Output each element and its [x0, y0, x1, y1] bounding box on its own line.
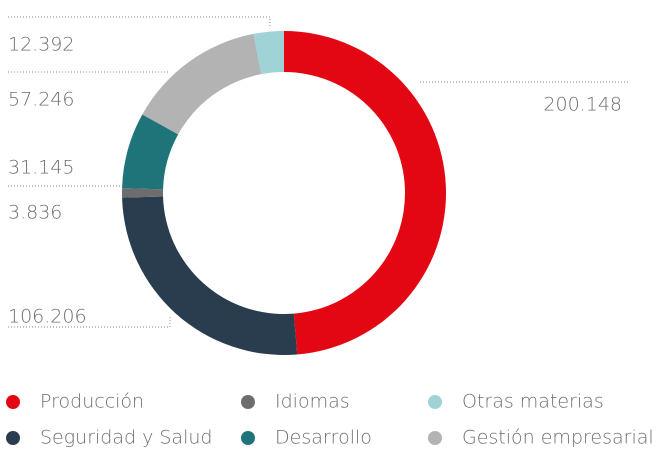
data-label: 106.206 [8, 306, 87, 328]
donut-slice [253, 31, 284, 75]
legend-swatch [241, 431, 255, 445]
legend-swatch [6, 395, 20, 409]
data-label: 57.246 [8, 89, 74, 111]
legend-label: Idiomas [275, 391, 350, 413]
data-label: 3.836 [8, 202, 62, 224]
data-label: 200.148 [543, 94, 622, 116]
leader-lines [8, 16, 628, 328]
donut-slice [284, 31, 447, 355]
donut-slice [122, 114, 179, 190]
data-label: 12.392 [8, 34, 74, 56]
legend-label: Seguridad y Salud [40, 427, 212, 449]
legend-swatch [6, 431, 20, 445]
donut-slice [122, 188, 164, 198]
legend-label: Otras materias [462, 391, 604, 413]
donut-slice [142, 33, 262, 135]
leader-line [8, 316, 171, 328]
data-label: 31.145 [8, 157, 74, 179]
donut-slice [122, 196, 298, 355]
legend-label: Producción [40, 391, 144, 413]
legend-label: Desarrollo [275, 427, 372, 449]
legend-label: Gestión empresarial [462, 427, 654, 449]
leader-line [8, 16, 271, 28]
legend-swatch [241, 395, 255, 409]
legend-swatch [428, 395, 442, 409]
legend-swatch [428, 431, 442, 445]
